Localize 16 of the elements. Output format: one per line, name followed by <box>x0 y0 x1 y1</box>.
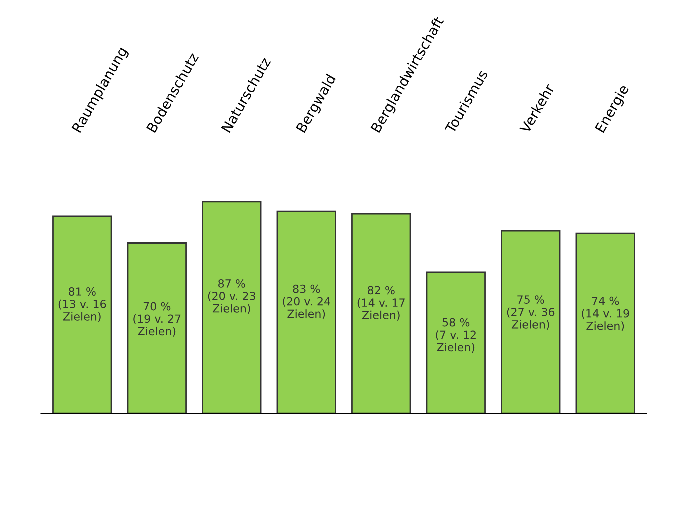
bar <box>202 201 262 414</box>
data-label: 81 % (13 v. 16 Zielen) <box>58 288 106 322</box>
bar <box>501 230 561 414</box>
bar <box>576 232 636 414</box>
data-label: 87 % (20 v. 23 Zielen) <box>208 280 256 314</box>
data-label: 82 % (14 v. 17 Zielen) <box>358 286 405 321</box>
bar <box>426 272 486 414</box>
bar <box>352 213 412 414</box>
bar <box>276 210 336 414</box>
data-label: 83 % (20 v. 24 Zielen) <box>283 284 330 320</box>
data-label: 58 % (7 v. 12 Zielen) <box>436 318 476 353</box>
data-label: 70 % (19 v. 27 Zielen) <box>134 302 181 337</box>
data-label: 75 % (27 v. 36 Zielen) <box>507 296 555 330</box>
bar <box>52 216 112 414</box>
data-label: 74 % (14 v. 19 Zielen) <box>582 296 630 332</box>
bar <box>127 242 187 414</box>
